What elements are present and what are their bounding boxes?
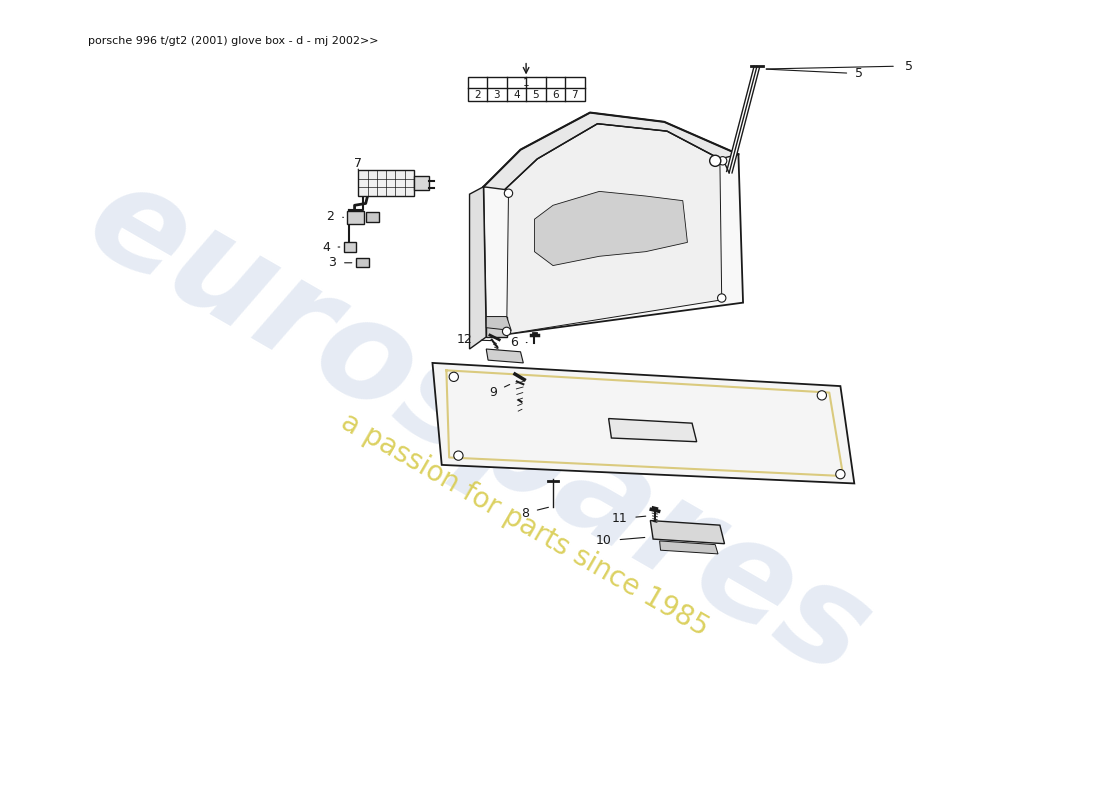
Text: 12: 12: [456, 334, 491, 346]
Text: 4: 4: [513, 90, 519, 99]
Text: 5: 5: [532, 90, 539, 99]
Text: 5: 5: [905, 60, 913, 73]
Polygon shape: [486, 317, 507, 337]
Text: 3: 3: [494, 90, 501, 99]
Text: 2: 2: [327, 210, 343, 223]
FancyBboxPatch shape: [365, 212, 378, 222]
Polygon shape: [650, 521, 725, 544]
FancyBboxPatch shape: [344, 242, 355, 252]
Polygon shape: [483, 154, 742, 337]
Text: 1: 1: [522, 78, 529, 88]
Text: porsche 996 t/gt2 (2001) glove box - d - mj 2002>>: porsche 996 t/gt2 (2001) glove box - d -…: [88, 36, 378, 46]
Polygon shape: [535, 191, 688, 266]
Text: 8: 8: [521, 506, 549, 520]
Text: 7: 7: [354, 157, 362, 170]
Circle shape: [710, 155, 720, 166]
Text: 6: 6: [552, 90, 559, 99]
Circle shape: [454, 451, 463, 460]
Text: 11: 11: [612, 512, 646, 525]
Circle shape: [717, 294, 726, 302]
Text: 10: 10: [596, 534, 645, 547]
Text: a passion for parts since 1985: a passion for parts since 1985: [337, 408, 714, 642]
Polygon shape: [486, 317, 512, 330]
Circle shape: [718, 157, 727, 165]
Circle shape: [504, 189, 513, 198]
Text: eurospares: eurospares: [65, 150, 893, 706]
Circle shape: [836, 470, 845, 479]
Text: 3: 3: [329, 256, 352, 270]
Text: 4: 4: [322, 241, 340, 254]
Text: 2: 2: [474, 90, 481, 99]
Text: 7: 7: [572, 90, 579, 99]
Circle shape: [817, 390, 826, 400]
Polygon shape: [432, 363, 855, 483]
Polygon shape: [470, 186, 486, 349]
Text: 6: 6: [510, 336, 527, 349]
Circle shape: [449, 372, 459, 382]
Text: 5: 5: [767, 67, 862, 80]
Polygon shape: [483, 113, 738, 190]
Polygon shape: [660, 541, 718, 554]
Polygon shape: [608, 418, 696, 442]
FancyBboxPatch shape: [356, 258, 370, 267]
FancyBboxPatch shape: [359, 170, 414, 196]
Polygon shape: [505, 124, 722, 334]
FancyBboxPatch shape: [348, 211, 364, 224]
FancyBboxPatch shape: [414, 176, 429, 190]
Circle shape: [503, 327, 510, 335]
Polygon shape: [486, 349, 524, 363]
Text: 9: 9: [488, 385, 509, 399]
